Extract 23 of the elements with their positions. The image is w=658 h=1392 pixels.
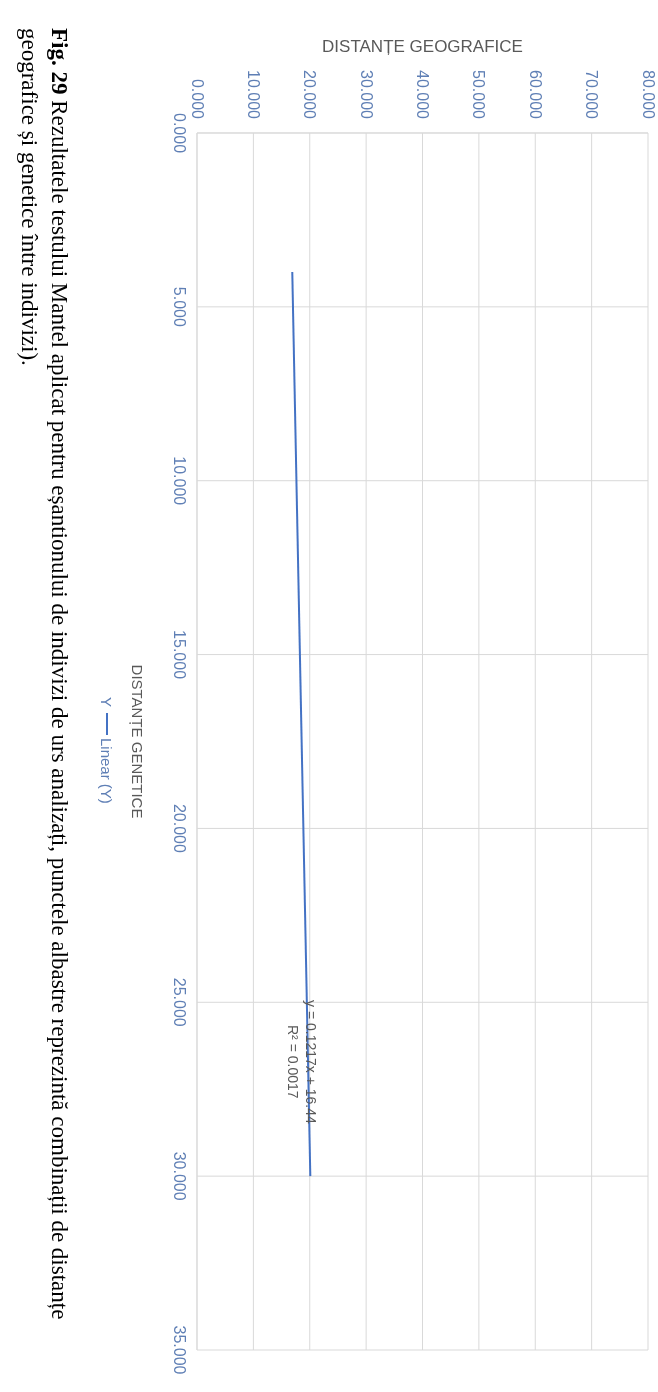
x-tick-label: 20.000: [301, 70, 319, 120]
x-tick-label: 80.000: [639, 70, 657, 120]
y-tick-label: 0.000: [170, 112, 188, 154]
x-tick-label: 70.000: [583, 70, 601, 120]
x-tick-label: 40.000: [414, 70, 431, 120]
y-tick-label: 30.000: [170, 1151, 188, 1201]
x-axis-title: DISTANȚE GEOGRAFICE: [322, 37, 523, 57]
annotation: y = 0.1217x + 16.44: [302, 1000, 320, 1124]
annotation: R² = 0.0017: [284, 1024, 302, 1101]
x-tick-label: 50.000: [470, 70, 488, 120]
caption: Fig. 29 Rezultatele testului Mantel aplicat pentru eșantionului de indivizi de urs analizați, punctele albastre reprezintă combinații de distanțe geografice și genetice între indivizi).: [16, 28, 73, 1322]
x-tick-label: 10.000: [244, 70, 262, 120]
y-tick-label: 10.000: [170, 456, 188, 506]
text: Y: [98, 696, 115, 707]
y-axis-title: DISTANȚE GENETICE: [128, 664, 146, 819]
y-tick-label: 15.000: [170, 630, 188, 680]
legend-label: Linear (Y): [98, 737, 115, 804]
y-tick-label: 5.000: [170, 286, 188, 327]
y-tick-label: 25.000: [170, 977, 188, 1027]
x-tick-label: 60.000: [526, 70, 544, 120]
y-tick-label: 20.000: [170, 803, 188, 853]
x-tick-label: 30.000: [357, 70, 375, 120]
y-tick-label: 35.000: [170, 1325, 188, 1375]
